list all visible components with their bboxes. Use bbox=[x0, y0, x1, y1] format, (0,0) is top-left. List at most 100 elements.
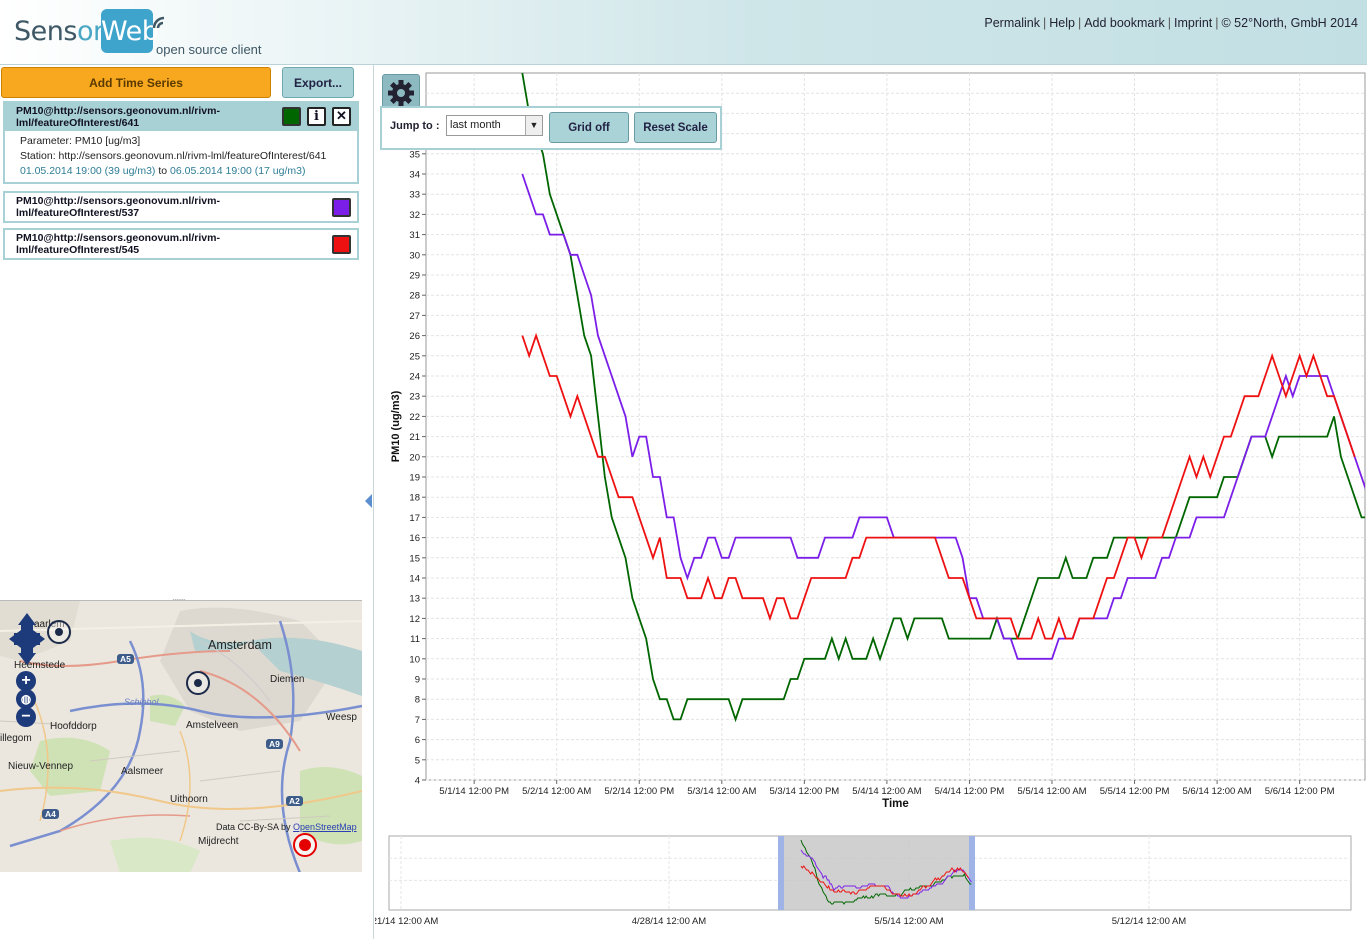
y-tick-label: 23 bbox=[409, 392, 420, 403]
time-series-header[interactable]: PM10@http://sensors.geonovum.nl/rivm-lml… bbox=[5, 193, 357, 221]
parameter-text: Parameter: PM10 [ug/m3] bbox=[20, 135, 141, 147]
time-series-item[interactable]: PM10@http://sensors.geonovum.nl/rivm-lml… bbox=[3, 228, 359, 260]
y-tick-label: 10 bbox=[409, 654, 420, 665]
reset-scale-button[interactable]: Reset Scale bbox=[634, 112, 717, 143]
overview-series-line bbox=[800, 849, 972, 899]
map-label: Uithoorn bbox=[170, 794, 208, 805]
series-line[interactable] bbox=[521, 73, 1367, 723]
time-series-title: PM10@http://sensors.geonovum.nl/rivm-lml… bbox=[16, 195, 220, 219]
y-tick-label: 20 bbox=[409, 452, 420, 463]
chart-area[interactable]: 4 5 6 7 8 9 10 11 12 13 14 15 16 17 18 19 20 21 22 23 24 25 26… bbox=[375, 65, 1367, 939]
time-series-controls bbox=[332, 235, 351, 254]
pan-down-icon bbox=[18, 653, 36, 665]
panel-splitter[interactable] bbox=[373, 65, 374, 939]
y-tick-label: 25 bbox=[409, 351, 420, 362]
info-icon[interactable]: i bbox=[307, 107, 326, 126]
map-label: Diemen bbox=[270, 674, 305, 685]
logo-sensor-or: or bbox=[76, 16, 104, 47]
selected-station-marker[interactable] bbox=[293, 833, 317, 857]
y-tick-label: 8 bbox=[415, 695, 420, 706]
time-series-item[interactable]: PM10@http://sensors.geonovum.nl/rivm-lml… bbox=[3, 101, 359, 184]
copyright: © 52°North, GmbH 2014 bbox=[1221, 16, 1359, 30]
y-axis: 4 5 6 7 8 9 10 11 12 13 14 15 16 17 18 19 20 21 22 23 24 25 26… bbox=[409, 149, 426, 787]
imprint-link[interactable]: Imprint bbox=[1174, 16, 1213, 30]
map-label: Schiphol bbox=[124, 697, 159, 707]
color-swatch[interactable] bbox=[332, 235, 351, 254]
y-tick-label: 7 bbox=[415, 715, 420, 726]
x-axis-title: Time bbox=[882, 798, 909, 810]
station-marker[interactable] bbox=[186, 671, 210, 695]
zoom-out-button[interactable]: − bbox=[16, 707, 36, 727]
separator: | bbox=[1167, 16, 1172, 30]
time-series-controls: i ✕ bbox=[282, 107, 351, 126]
range-start[interactable]: 01.05.2014 19:00 (39 ug/m3) bbox=[20, 165, 156, 177]
y-tick-label: 12 bbox=[409, 614, 420, 625]
x-tick-label: 5/5/14 12:00 AM bbox=[1017, 786, 1086, 797]
overview-handle-left[interactable] bbox=[778, 836, 784, 910]
y-tick-label: 28 bbox=[409, 291, 420, 302]
separator: | bbox=[1077, 16, 1082, 30]
pan-control[interactable] bbox=[8, 611, 46, 667]
color-swatch[interactable] bbox=[332, 198, 351, 217]
time-series-header[interactable]: PM10@http://sensors.geonovum.nl/rivm-lml… bbox=[5, 230, 357, 258]
logo-sensor-text: Sensor bbox=[14, 16, 104, 47]
collapse-panel-icon[interactable] bbox=[365, 494, 372, 508]
station-text: Station: http://sensors.geonovum.nl/rivm… bbox=[20, 150, 327, 162]
overview-x-tick-label: 4/21/14 12:00 AM bbox=[375, 916, 438, 927]
time-series-chart[interactable]: 4 5 6 7 8 9 10 11 12 13 14 15 16 17 18 19 20 21 22 23 24 25 26… bbox=[375, 65, 1367, 939]
y-tick-label: 17 bbox=[409, 513, 420, 524]
gear-icon bbox=[388, 79, 414, 106]
y-tick-label: 5 bbox=[415, 755, 420, 766]
jump-to-select[interactable]: last month ▼ bbox=[446, 115, 543, 136]
settings-button[interactable] bbox=[382, 74, 420, 111]
sensorweb-logo[interactable]: Sensor Web open source client bbox=[12, 8, 312, 60]
add-bookmark-link[interactable]: Add bookmark bbox=[1084, 16, 1165, 30]
plot-area[interactable] bbox=[425, 72, 1366, 781]
x-tick-label: 5/3/14 12:00 AM bbox=[687, 786, 756, 797]
map-attribution: Data CC-By-SA by OpenStreetMap bbox=[216, 822, 357, 832]
openstreetmap-link[interactable]: OpenStreetMap bbox=[293, 822, 357, 832]
x-tick-label: 5/4/14 12:00 AM bbox=[852, 786, 921, 797]
station-marker[interactable] bbox=[47, 620, 71, 644]
series-line[interactable] bbox=[521, 173, 1367, 660]
permalink-link[interactable]: Permalink bbox=[984, 16, 1040, 30]
station-map[interactable]: aarlem Heemstede Amsterdam Diemen Hoofdd… bbox=[0, 600, 362, 872]
time-series-item[interactable]: PM10@http://sensors.geonovum.nl/rivm-lml… bbox=[3, 191, 359, 223]
y-tick-label: 13 bbox=[409, 594, 420, 605]
help-link[interactable]: Help bbox=[1049, 16, 1075, 30]
add-time-series-button[interactable]: Add Time Series bbox=[1, 67, 271, 98]
export-button[interactable]: Export... bbox=[282, 67, 354, 98]
y-tick-label: 33 bbox=[409, 190, 420, 201]
time-series-details: Parameter: PM10 [ug/m3] Station: http://… bbox=[5, 131, 357, 182]
zoom-in-button[interactable]: + bbox=[16, 671, 36, 691]
close-icon[interactable]: ✕ bbox=[332, 107, 351, 126]
y-tick-label: 35 bbox=[409, 149, 420, 160]
series-line[interactable] bbox=[521, 332, 1356, 640]
attribution-text: Data CC-By-SA by bbox=[216, 822, 291, 832]
overview-handle-right[interactable] bbox=[969, 836, 975, 910]
time-series-title: PM10@http://sensors.geonovum.nl/rivm-lml… bbox=[16, 105, 220, 129]
separator: | bbox=[1215, 16, 1219, 30]
globe-icon[interactable]: ◍ bbox=[16, 689, 36, 709]
range-to-word: to bbox=[158, 165, 168, 177]
color-swatch[interactable] bbox=[282, 107, 301, 126]
y-tick-label: 11 bbox=[410, 634, 420, 645]
range-end[interactable]: 06.05.2014 19:00 (17 ug/m3) bbox=[170, 165, 306, 177]
y-tick-label: 31 bbox=[409, 230, 420, 241]
map-label: Amsterdam bbox=[208, 638, 272, 652]
map-label: Nieuw-Vennep bbox=[8, 761, 74, 772]
x-tick-label: 5/1/14 12:00 PM bbox=[439, 786, 509, 797]
map-label: illegom bbox=[0, 733, 32, 744]
logo-web-text: Web bbox=[101, 16, 159, 47]
y-tick-label: 14 bbox=[409, 574, 420, 585]
chevron-down-icon: ▼ bbox=[525, 116, 542, 135]
overview-x-tick-label: 5/12/14 12:00 AM bbox=[1112, 916, 1187, 927]
y-tick-label: 30 bbox=[409, 250, 420, 261]
map-label: Hoofddorp bbox=[50, 721, 97, 732]
app-header: Sensor Web open source client Permalink |… bbox=[0, 0, 1367, 65]
y-tick-label: 4 bbox=[415, 776, 420, 787]
grid-toggle-button[interactable]: Grid off bbox=[549, 112, 629, 143]
y-tick-label: 24 bbox=[409, 372, 420, 383]
time-series-header[interactable]: PM10@http://sensors.geonovum.nl/rivm-lml… bbox=[5, 103, 357, 131]
chart-settings-panel: Jump to : last month ▼ Grid off Reset Sc… bbox=[380, 106, 722, 150]
